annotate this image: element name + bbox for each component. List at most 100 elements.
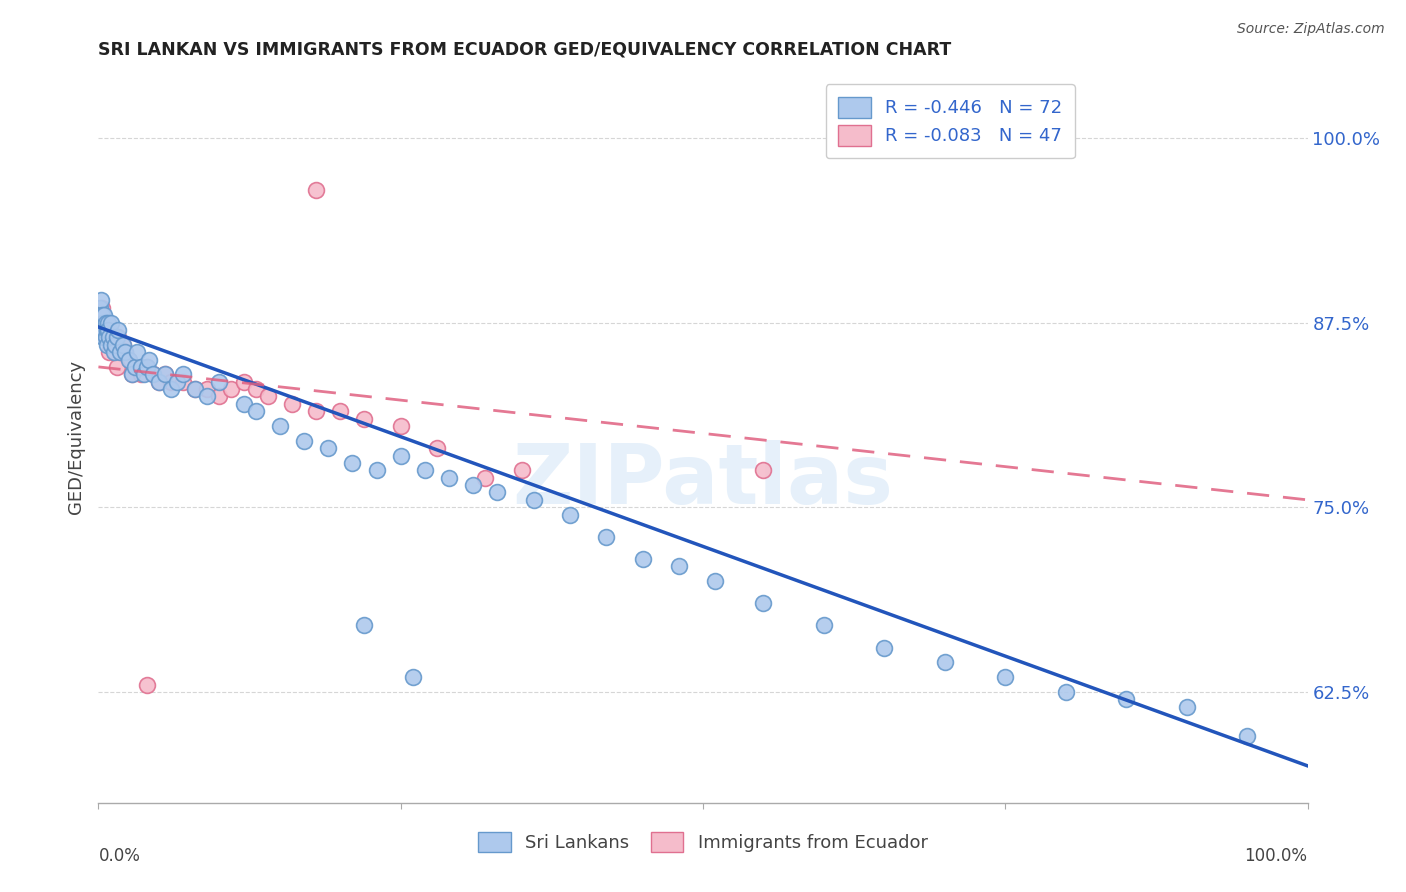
Point	[97, 316, 120, 330]
Point	[94, 316, 117, 330]
Point	[316, 441, 339, 455]
Point	[195, 389, 218, 403]
Point	[135, 677, 157, 691]
Point	[353, 618, 375, 632]
Point	[523, 492, 546, 507]
Point	[111, 337, 134, 351]
Point	[195, 382, 218, 396]
Point	[129, 359, 152, 374]
Point	[1236, 729, 1258, 743]
Point	[160, 375, 183, 389]
Text: ZIPatlas: ZIPatlas	[513, 441, 893, 522]
Point	[486, 485, 509, 500]
Point	[558, 508, 581, 522]
Legend: Sri Lankans, Immigrants from Ecuador: Sri Lankans, Immigrants from Ecuador	[471, 824, 935, 860]
Point	[98, 330, 121, 344]
Point	[389, 419, 412, 434]
Point	[103, 345, 125, 359]
Point	[463, 478, 485, 492]
Point	[232, 375, 254, 389]
Point	[426, 441, 449, 455]
Point	[91, 316, 114, 330]
Point	[98, 345, 121, 359]
Point	[118, 352, 141, 367]
Point	[91, 330, 114, 344]
Point	[135, 359, 157, 374]
Point	[90, 293, 112, 308]
Point	[118, 352, 141, 367]
Point	[89, 301, 111, 315]
Point	[160, 382, 183, 396]
Point	[100, 330, 122, 344]
Point	[148, 375, 170, 389]
Point	[166, 375, 188, 389]
Point	[245, 382, 267, 396]
Point	[121, 368, 143, 382]
Point	[413, 463, 436, 477]
Point	[474, 471, 496, 485]
Text: 100.0%: 100.0%	[1244, 847, 1308, 864]
Point	[256, 389, 278, 403]
Point	[668, 559, 690, 574]
Point	[96, 323, 118, 337]
Point	[142, 368, 165, 382]
Point	[90, 316, 112, 330]
Text: SRI LANKAN VS IMMIGRANTS FROM ECUADOR GED/EQUIVALENCY CORRELATION CHART: SRI LANKAN VS IMMIGRANTS FROM ECUADOR GE…	[98, 41, 952, 59]
Point	[208, 389, 231, 403]
Point	[873, 640, 896, 655]
Point	[172, 375, 194, 389]
Point	[108, 345, 131, 359]
Point	[121, 368, 143, 382]
Point	[813, 618, 835, 632]
Point	[96, 337, 118, 351]
Point	[305, 183, 328, 197]
Point	[292, 434, 315, 448]
Point	[245, 404, 267, 418]
Point	[93, 323, 115, 337]
Point	[91, 308, 114, 322]
Point	[107, 323, 129, 337]
Point	[184, 382, 207, 396]
Point	[101, 337, 124, 351]
Point	[93, 308, 115, 322]
Point	[97, 323, 120, 337]
Text: Source: ZipAtlas.com: Source: ZipAtlas.com	[1237, 22, 1385, 37]
Point	[91, 301, 114, 315]
Point	[96, 323, 118, 337]
Point	[153, 368, 176, 382]
Point	[105, 330, 128, 344]
Point	[172, 368, 194, 382]
Point	[100, 316, 122, 330]
Point	[631, 552, 654, 566]
Point	[704, 574, 727, 589]
Point	[353, 411, 375, 425]
Point	[93, 323, 115, 337]
Point	[305, 404, 328, 418]
Point	[111, 337, 134, 351]
Point	[124, 359, 146, 374]
Point	[104, 337, 127, 351]
Point	[90, 316, 112, 330]
Text: 0.0%: 0.0%	[98, 847, 141, 864]
Y-axis label: GED/Equivalency: GED/Equivalency	[66, 360, 84, 514]
Point	[269, 419, 291, 434]
Point	[135, 359, 157, 374]
Point	[96, 330, 118, 344]
Point	[232, 397, 254, 411]
Point	[101, 330, 124, 344]
Point	[1115, 692, 1137, 706]
Point	[208, 375, 231, 389]
Point	[107, 330, 129, 344]
Point	[437, 471, 460, 485]
Point	[91, 316, 114, 330]
Point	[221, 382, 243, 396]
Point	[94, 330, 117, 344]
Point	[97, 323, 120, 337]
Point	[100, 337, 122, 351]
Point	[752, 463, 775, 477]
Point	[510, 463, 533, 477]
Point	[91, 323, 114, 337]
Point	[402, 670, 425, 684]
Point	[105, 359, 128, 374]
Point	[127, 345, 149, 359]
